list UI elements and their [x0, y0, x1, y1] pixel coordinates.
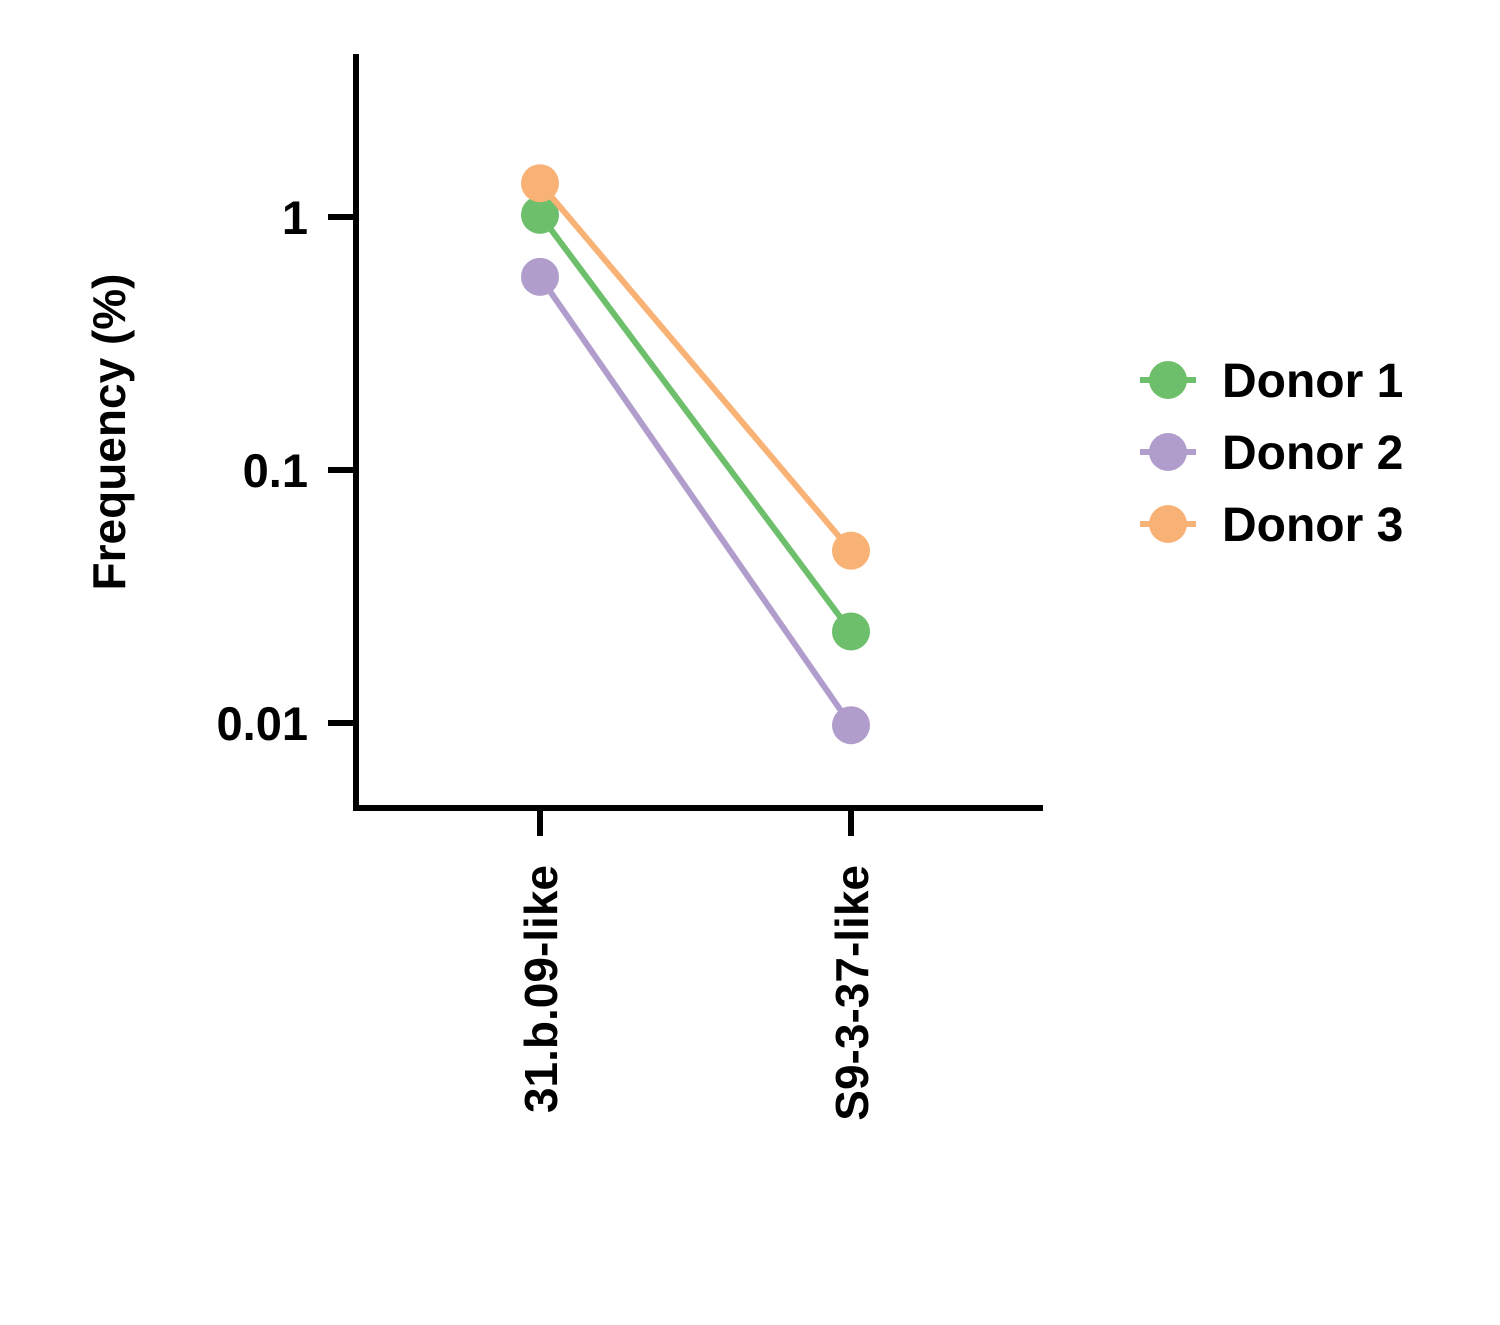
y-tick-label: 1	[282, 191, 308, 244]
data-point	[521, 164, 559, 203]
series-layer	[521, 164, 870, 745]
legend-marker	[1149, 505, 1187, 543]
legend-marker	[1149, 361, 1187, 399]
x-tick-label: S9-3-37-like	[826, 865, 878, 1121]
legend: Donor 1 Donor 2 Donor 3	[1140, 355, 1403, 552]
series-line-donor-3	[537, 181, 854, 553]
y-tick-label: 0.1	[243, 444, 308, 497]
data-point	[521, 257, 559, 296]
x-tick-label: 31.b.09-like	[515, 865, 567, 1113]
y-axis-title: Frequency (%)	[83, 274, 135, 591]
legend-label: Donor 2	[1222, 427, 1403, 480]
y-tick-label: 0.01	[217, 697, 308, 750]
data-point	[521, 195, 559, 234]
series-line-donor-2	[537, 275, 854, 727]
legend-label: Donor 1	[1222, 355, 1403, 408]
data-point	[832, 706, 870, 745]
data-point	[832, 531, 870, 570]
series-line-donor-1	[537, 213, 854, 634]
axes: 0.01 0.1 1 31.b.09-like S9-3-37-like Frequenc…	[83, 54, 1043, 1121]
legend-label: Donor 3	[1222, 499, 1403, 552]
data-point	[832, 612, 870, 651]
legend-marker	[1149, 433, 1187, 471]
